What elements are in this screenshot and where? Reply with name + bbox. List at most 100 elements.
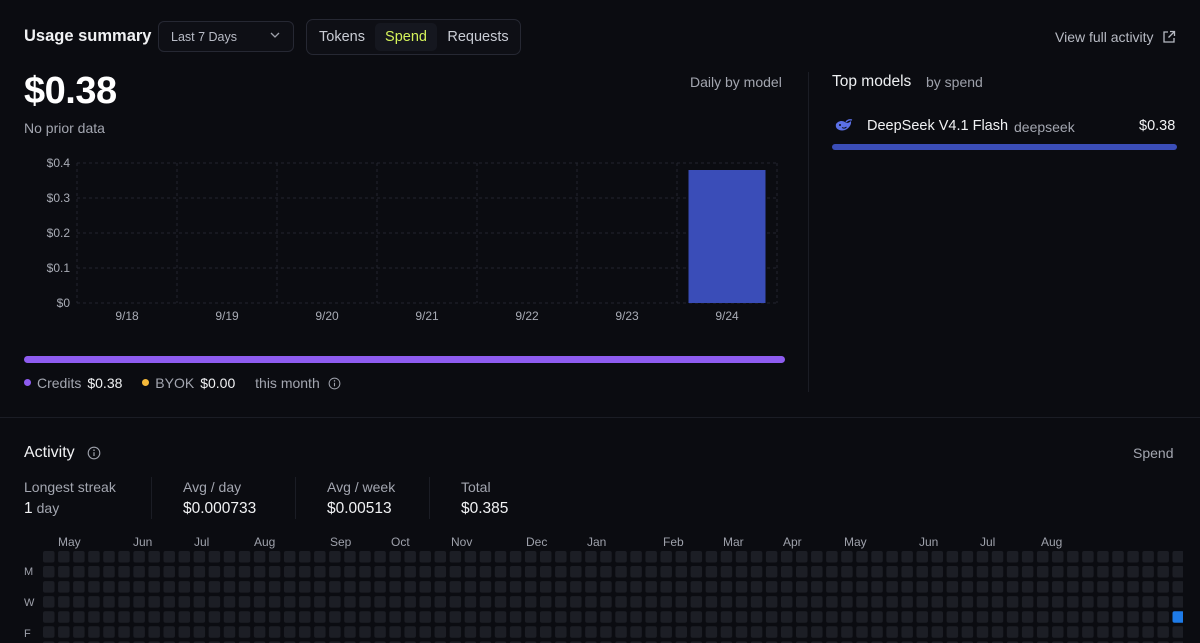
heatmap-cell[interactable] <box>780 551 793 563</box>
heatmap-cell[interactable] <box>464 551 477 563</box>
heatmap-cell[interactable] <box>841 611 853 623</box>
heatmap-cell[interactable] <box>178 581 191 593</box>
heatmap-cell[interactable] <box>539 596 552 608</box>
heatmap-cell[interactable] <box>268 566 281 578</box>
heatmap-cell[interactable] <box>118 551 130 563</box>
heatmap-cell[interactable] <box>268 626 281 638</box>
heatmap-cell[interactable] <box>1082 581 1094 593</box>
heatmap-cell[interactable] <box>600 551 612 563</box>
heatmap-cell[interactable] <box>856 596 868 608</box>
heatmap-cell[interactable] <box>118 581 130 593</box>
heatmap-cell[interactable] <box>103 626 115 638</box>
heatmap-cell[interactable] <box>58 611 70 623</box>
heatmap-cell[interactable] <box>344 551 356 563</box>
heatmap-cell[interactable] <box>1021 566 1034 578</box>
heatmap-cell[interactable] <box>871 551 883 563</box>
heatmap-cell[interactable] <box>238 551 251 563</box>
heatmap-cell[interactable] <box>871 581 883 593</box>
heatmap-cell[interactable] <box>705 551 718 563</box>
heatmap-cell[interactable] <box>434 581 447 593</box>
heatmap-cell[interactable] <box>389 551 401 563</box>
heatmap-cell[interactable] <box>976 596 989 608</box>
heatmap-cell[interactable] <box>1036 551 1049 563</box>
heatmap-cell[interactable] <box>43 626 55 638</box>
heatmap-cell[interactable] <box>148 551 160 563</box>
heatmap-cell[interactable] <box>811 626 823 638</box>
heatmap-cell[interactable] <box>916 566 928 578</box>
heatmap-cell[interactable] <box>103 551 115 563</box>
heatmap-cell[interactable] <box>374 611 386 623</box>
heatmap-cell[interactable] <box>690 596 703 608</box>
heatmap-cell[interactable] <box>901 626 913 638</box>
heatmap-cell[interactable] <box>299 611 311 623</box>
heatmap-cell[interactable] <box>871 611 883 623</box>
heatmap-cell[interactable] <box>630 626 642 638</box>
heatmap-cell[interactable] <box>916 596 928 608</box>
heatmap-cell[interactable] <box>1127 551 1139 563</box>
heatmap-cell[interactable] <box>585 581 597 593</box>
heatmap-cell[interactable] <box>389 581 401 593</box>
heatmap-cell[interactable] <box>1021 611 1034 623</box>
heatmap-cell[interactable] <box>419 611 432 623</box>
heatmap-cell[interactable] <box>735 626 748 638</box>
heatmap-cell[interactable] <box>509 596 522 608</box>
heatmap-cell[interactable] <box>479 566 492 578</box>
heatmap-cell[interactable] <box>374 581 386 593</box>
heatmap-cell[interactable] <box>1052 566 1064 578</box>
heatmap-cell[interactable] <box>961 566 974 578</box>
heatmap-cell[interactable] <box>645 581 657 593</box>
heatmap-cell[interactable] <box>976 626 989 638</box>
heatmap-cell[interactable] <box>901 566 913 578</box>
heatmap-cell[interactable] <box>720 596 733 608</box>
heatmap-cell[interactable] <box>163 626 175 638</box>
heatmap-cell[interactable] <box>991 596 1004 608</box>
heatmap-cell[interactable] <box>509 551 522 563</box>
heatmap-cell[interactable] <box>509 626 522 638</box>
heatmap-cell[interactable] <box>539 611 552 623</box>
heatmap-cell[interactable] <box>976 566 989 578</box>
heatmap-cell[interactable] <box>178 566 191 578</box>
heatmap-cell[interactable] <box>841 551 853 563</box>
heatmap-cell[interactable] <box>118 626 130 638</box>
heatmap-cell[interactable] <box>750 581 763 593</box>
heatmap-cell[interactable] <box>1142 581 1154 593</box>
heatmap-cell[interactable] <box>585 626 597 638</box>
heatmap-cell[interactable] <box>1067 611 1079 623</box>
heatmap-cell[interactable] <box>434 596 447 608</box>
heatmap-cell[interactable] <box>58 626 70 638</box>
heatmap-cell[interactable] <box>1082 596 1094 608</box>
heatmap-cell[interactable] <box>479 611 492 623</box>
range-select[interactable]: Last 7 Days <box>158 21 294 52</box>
heatmap-cell[interactable] <box>705 581 718 593</box>
heatmap-cell[interactable] <box>991 551 1004 563</box>
heatmap-cell[interactable] <box>1172 626 1184 638</box>
heatmap-cell[interactable] <box>178 596 191 608</box>
heatmap-cell[interactable] <box>856 581 868 593</box>
heatmap-cell[interactable] <box>916 551 928 563</box>
heatmap-cell[interactable] <box>765 596 778 608</box>
heatmap-cell[interactable] <box>856 611 868 623</box>
heatmap-cell[interactable] <box>58 551 70 563</box>
heatmap-cell[interactable] <box>344 581 356 593</box>
heatmap-cell[interactable] <box>238 566 251 578</box>
heatmap-cell[interactable] <box>780 611 793 623</box>
heatmap-cell[interactable] <box>645 551 657 563</box>
heatmap-cell[interactable] <box>1157 551 1169 563</box>
heatmap-cell[interactable] <box>1067 566 1079 578</box>
heatmap-cell[interactable] <box>193 566 206 578</box>
heatmap-cell[interactable] <box>1127 581 1139 593</box>
heatmap-cell[interactable] <box>539 626 552 638</box>
heatmap-cell[interactable] <box>705 596 718 608</box>
heatmap-cell[interactable] <box>299 566 311 578</box>
heatmap-cell[interactable] <box>570 596 582 608</box>
heatmap-cell[interactable] <box>600 581 612 593</box>
heatmap-cell[interactable] <box>931 596 944 608</box>
heatmap-cell[interactable] <box>344 626 356 638</box>
heatmap-cell[interactable] <box>856 566 868 578</box>
heatmap-cell[interactable] <box>223 596 236 608</box>
heatmap-cell[interactable] <box>1067 551 1079 563</box>
heatmap-cell[interactable] <box>253 626 266 638</box>
heatmap-cell[interactable] <box>750 566 763 578</box>
heatmap-cell[interactable] <box>1067 596 1079 608</box>
heatmap-cell[interactable] <box>841 626 853 638</box>
